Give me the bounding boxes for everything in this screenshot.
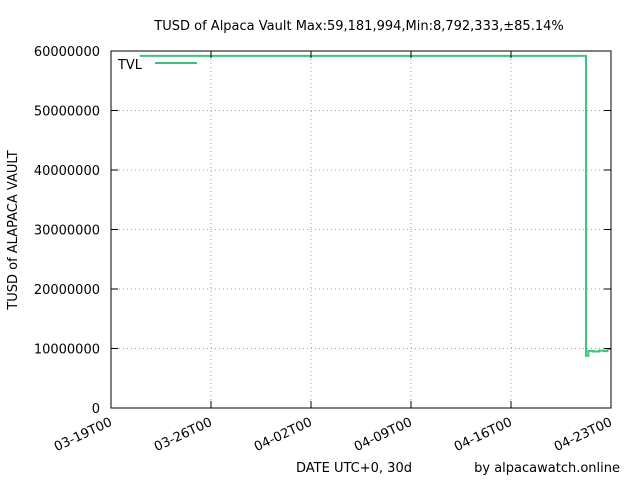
y-axis-label: TUSD of ALAPACA VAULT: [6, 150, 21, 311]
x-axis-label: DATE UTC+0, 30d: [296, 461, 412, 476]
x-tick-label: 03-26T00: [152, 415, 215, 455]
grid: [111, 51, 611, 408]
series-layer: [139, 54, 611, 357]
y-tick-label: 20000000: [34, 283, 100, 298]
x-tick-label: 04-02T00: [252, 415, 315, 455]
x-tick-label: 04-16T00: [452, 415, 515, 455]
x-tick-label: 04-23T00: [552, 415, 615, 455]
series-line-tvl: [139, 54, 611, 357]
y-tick-label: 40000000: [34, 164, 100, 179]
y-axis: 0 10000000 20000000 30000000 40000000 5000000…: [34, 45, 611, 417]
legend: TVL: [117, 58, 197, 73]
chart-title: TUSD of Alpaca Vault Max:59,181,994,Min:…: [153, 19, 563, 34]
y-tick-label: 30000000: [34, 224, 100, 239]
x-tick-label: 03-19T00: [52, 415, 115, 455]
credit-text: by alpacawatch.online: [474, 461, 620, 476]
y-tick-label: 0: [92, 402, 100, 417]
y-tick-label: 50000000: [34, 105, 100, 120]
legend-label: TVL: [117, 58, 143, 73]
x-axis: 03-19T00 03-26T00 04-02T00 04-09T00 04-16T00…: [52, 51, 615, 455]
x-tick-label: 04-09T00: [352, 415, 415, 455]
y-tick-label: 10000000: [34, 343, 100, 358]
y-tick-label: 60000000: [34, 45, 100, 60]
